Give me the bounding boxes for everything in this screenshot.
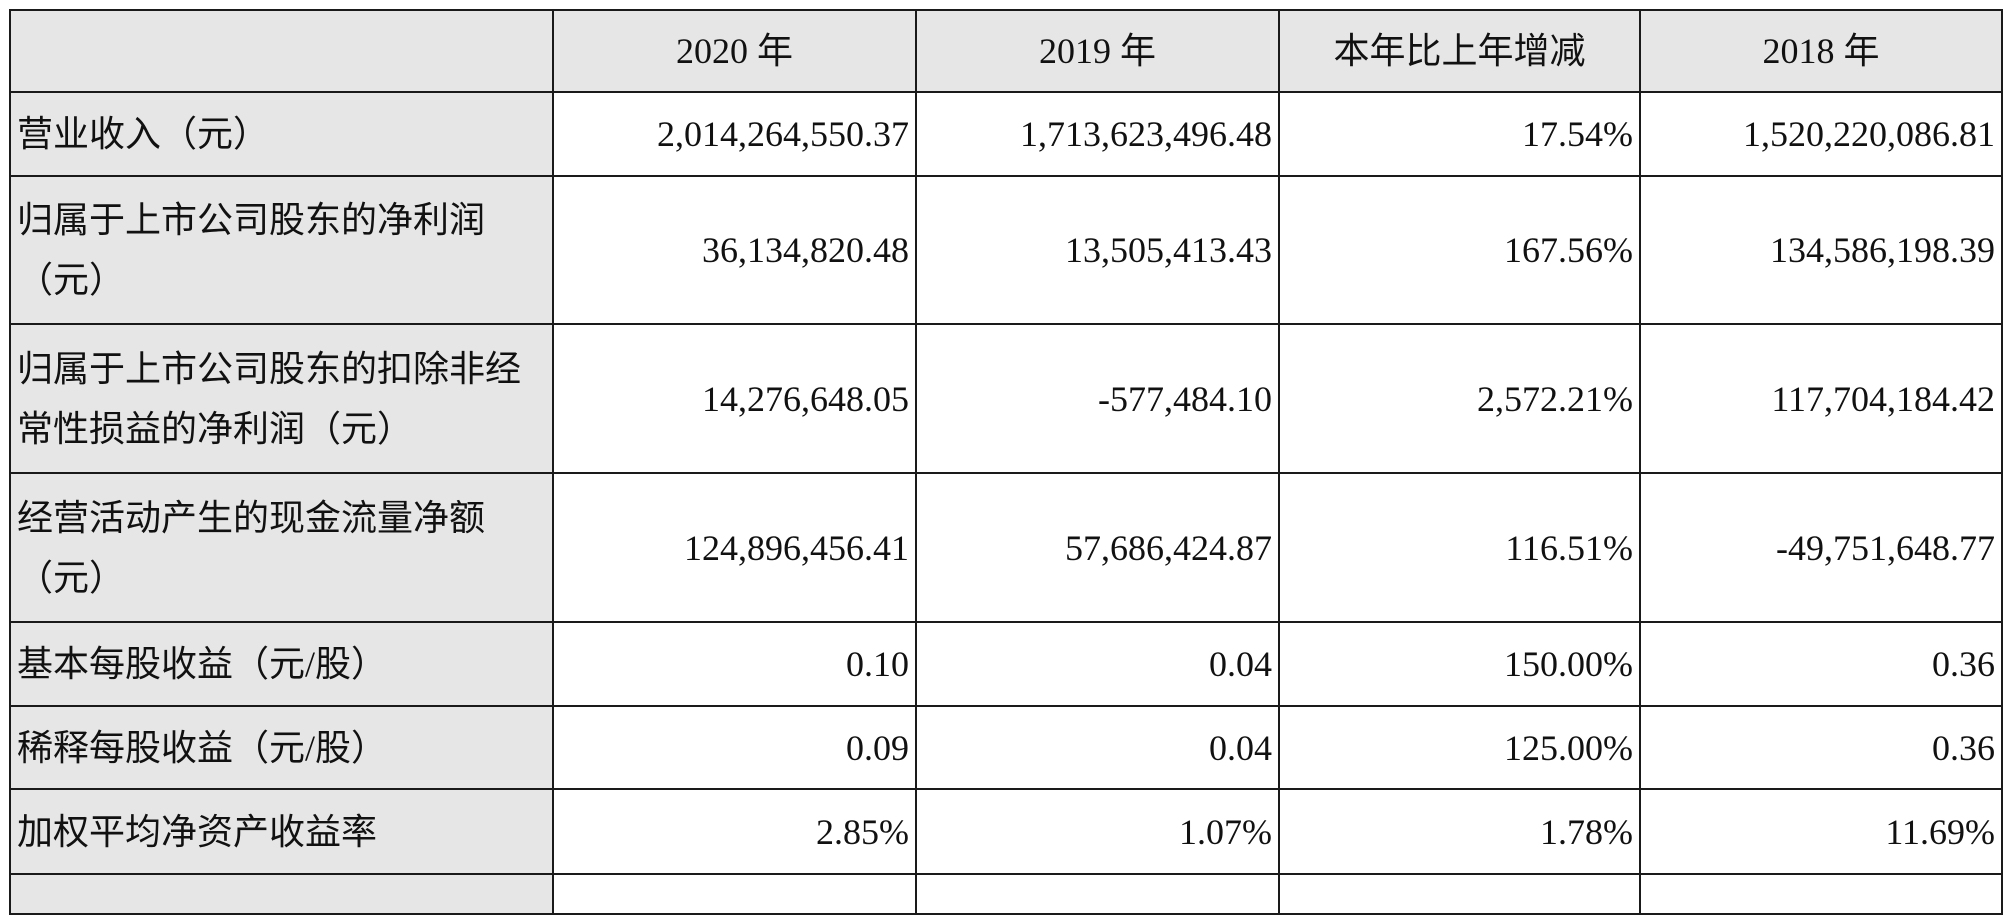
column-header: 本年比上年增减 xyxy=(1278,9,1641,93)
value-cell: 134,586,198.39 xyxy=(1639,175,2003,325)
value-cell: 117,704,184.42 xyxy=(1639,323,2003,474)
financial-table: 2020 年 2019 年本年比上年增减 2018 年营业收入（元） 2,014,26… xyxy=(9,9,2003,915)
value-cell: 11.69% xyxy=(1639,788,2003,875)
value-cell: 0.36 xyxy=(1639,621,2003,707)
page: {"table": { "columns": ["2020 年", "2019 … xyxy=(9,9,2003,915)
value-cell: 13,505,413.43 xyxy=(915,175,1280,325)
data-row: 稀释每股收益（元/股） 0.09 0.04 125.00% 0.36 xyxy=(9,705,2003,790)
empty-cell xyxy=(552,873,917,915)
value-cell: 36,134,820.48 xyxy=(552,175,917,325)
empty-cell xyxy=(1278,873,1641,915)
column-header: 2020 年 xyxy=(552,9,917,93)
value-cell: 14,276,648.05 xyxy=(552,323,917,474)
empty-cell xyxy=(9,873,554,915)
value-cell: 124,896,456.41 xyxy=(552,472,917,623)
value-cell: 167.56% xyxy=(1278,175,1641,325)
column-header: 2019 年 xyxy=(915,9,1280,93)
value-cell: 2,572.21% xyxy=(1278,323,1641,474)
data-row: 营业收入（元） 2,014,264,550.37 1,713,623,496.48 1… xyxy=(9,91,2003,177)
row-label: 归属于上市公司股东的净利润（元） xyxy=(9,175,554,325)
value-cell: 2.85% xyxy=(552,788,917,875)
data-row: 基本每股收益（元/股） 0.10 0.04 150.00% 0.36 xyxy=(9,621,2003,707)
value-cell: 57,686,424.87 xyxy=(915,472,1280,623)
value-cell: 1.07% xyxy=(915,788,1280,875)
data-row: 归属于上市公司股东的扣除非经常性损益的净利润（元） 14,276,648.05 -5… xyxy=(9,323,2003,474)
value-cell: 0.10 xyxy=(552,621,917,707)
column-header: 2018 年 xyxy=(1639,9,2003,93)
data-row: 加权平均净资产收益率 2.85% 1.07% 1.78% 11.69% xyxy=(9,788,2003,875)
value-cell: -49,751,648.77 xyxy=(1639,472,2003,623)
row-label: 归属于上市公司股东的扣除非经常性损益的净利润（元） xyxy=(9,323,554,474)
value-cell: -577,484.10 xyxy=(915,323,1280,474)
header-row: 2020 年 2019 年本年比上年增减 2018 年 xyxy=(9,9,2003,93)
corner-cell xyxy=(9,9,554,93)
value-cell: 17.54% xyxy=(1278,91,1641,177)
data-row: 经营活动产生的现金流量净额（元） 124,896,456.41 57,686,424… xyxy=(9,472,2003,623)
data-row: 归属于上市公司股东的净利润（元） 36,134,820.48 13,505,413.… xyxy=(9,175,2003,325)
row-label: 营业收入（元） xyxy=(9,91,554,177)
value-cell: 2,014,264,550.37 xyxy=(552,91,917,177)
empty-cell xyxy=(915,873,1280,915)
row-label: 稀释每股收益（元/股） xyxy=(9,705,554,790)
value-cell: 125.00% xyxy=(1278,705,1641,790)
value-cell: 116.51% xyxy=(1278,472,1641,623)
value-cell: 150.00% xyxy=(1278,621,1641,707)
value-cell: 0.09 xyxy=(552,705,917,790)
value-cell: 0.04 xyxy=(915,705,1280,790)
row-label: 基本每股收益（元/股） xyxy=(9,621,554,707)
cut-row xyxy=(9,873,2003,915)
empty-cell xyxy=(1639,873,2003,915)
value-cell: 0.36 xyxy=(1639,705,2003,790)
row-label: 经营活动产生的现金流量净额（元） xyxy=(9,472,554,623)
value-cell: 1,713,623,496.48 xyxy=(915,91,1280,177)
value-cell: 1,520,220,086.81 xyxy=(1639,91,2003,177)
value-cell: 0.04 xyxy=(915,621,1280,707)
value-cell: 1.78% xyxy=(1278,788,1641,875)
row-label: 加权平均净资产收益率 xyxy=(9,788,554,875)
